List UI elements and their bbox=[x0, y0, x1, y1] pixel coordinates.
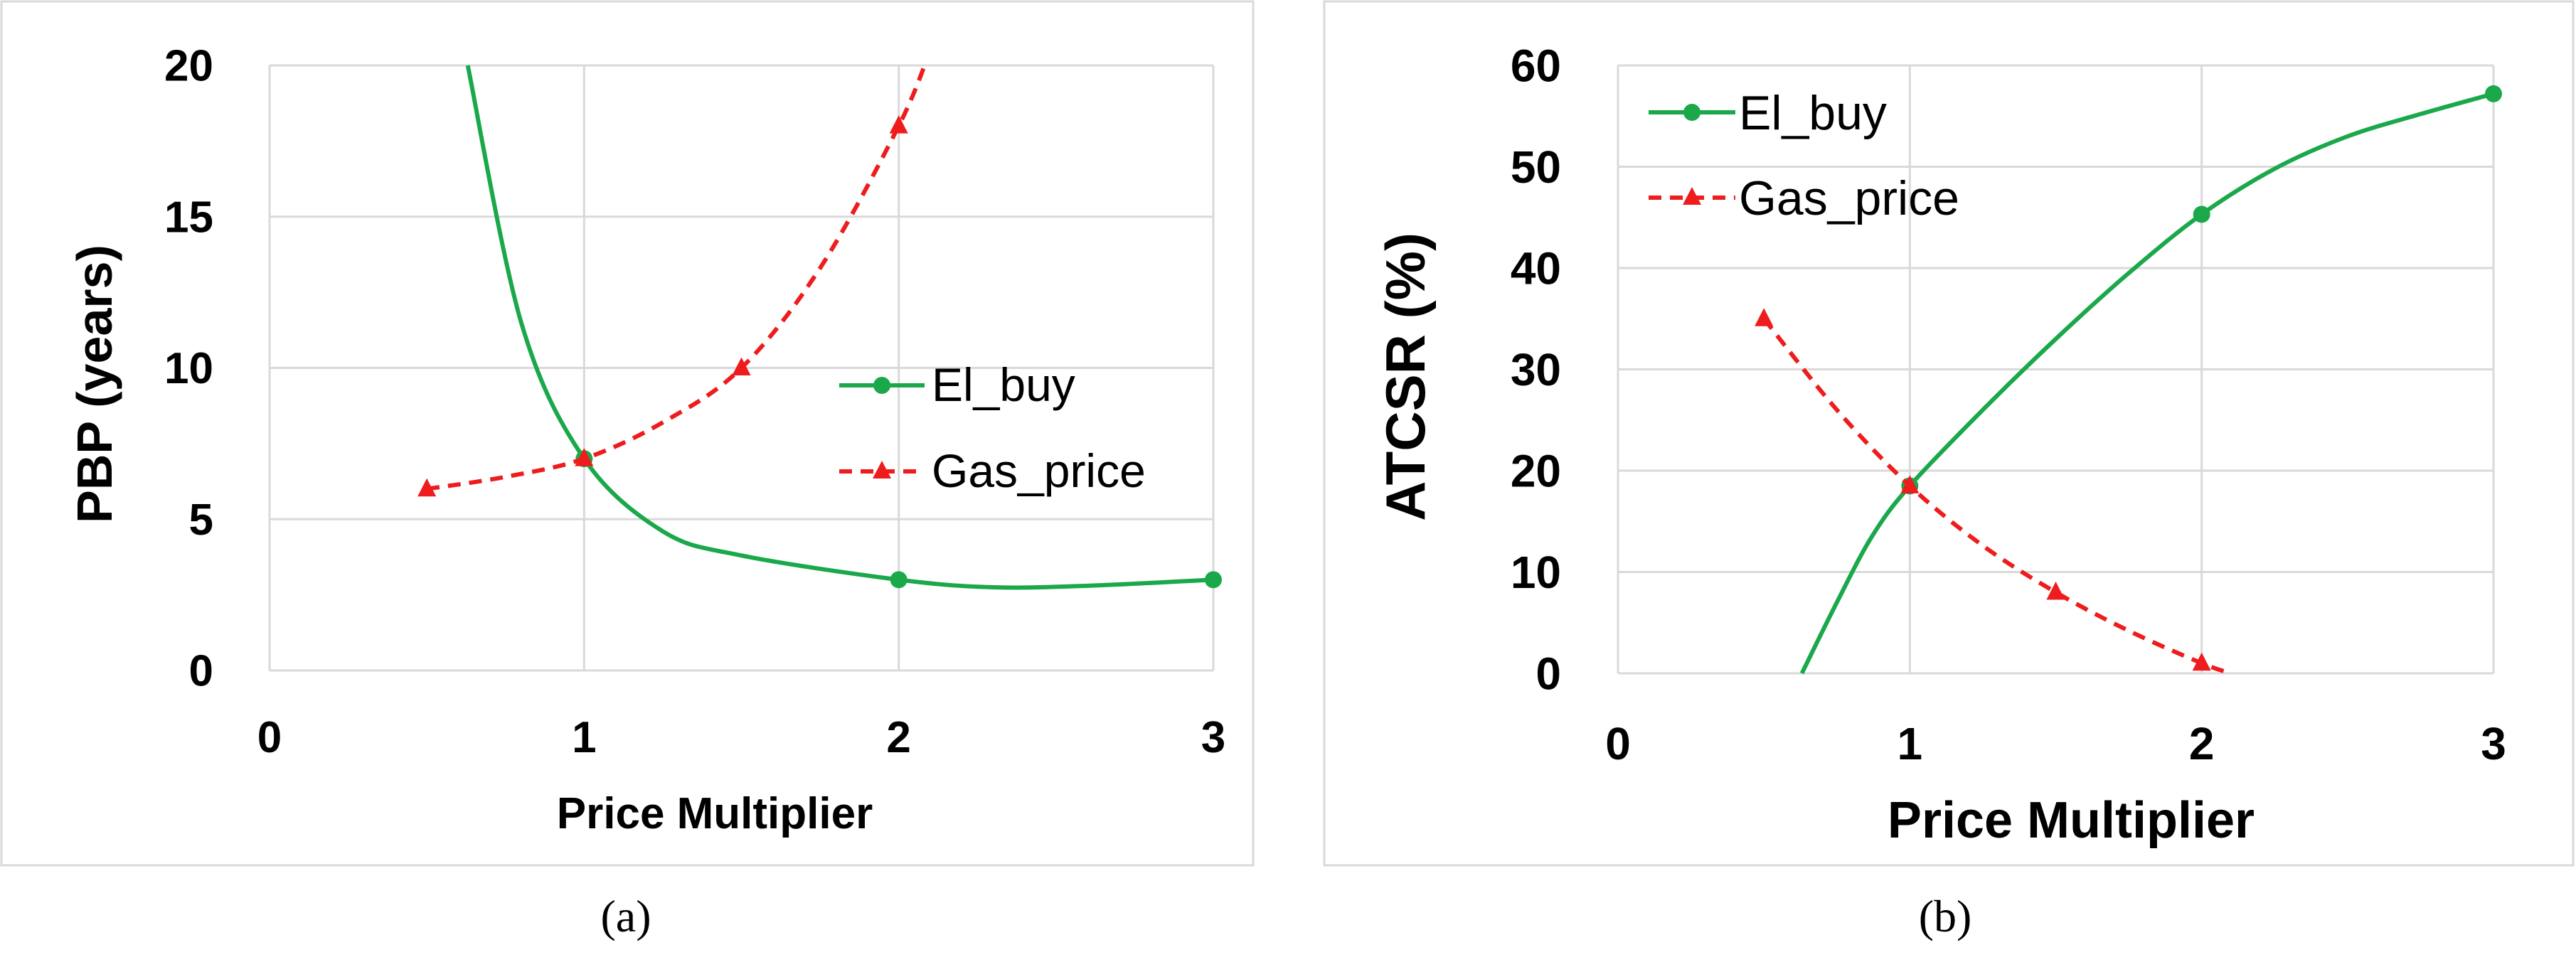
data-point-gas-price bbox=[1900, 475, 1920, 493]
data-point-el-buy bbox=[2193, 205, 2210, 223]
data-point-gas-price bbox=[575, 448, 594, 466]
chart-frame-b bbox=[1323, 0, 2575, 867]
y-axis-title-b: ATCSR (%) bbox=[1374, 232, 1437, 521]
chart-frame-a bbox=[0, 0, 1255, 867]
x-tick-label: 2 bbox=[886, 713, 910, 762]
data-point-gas-price bbox=[889, 115, 908, 134]
y-tick-label: 50 bbox=[1511, 141, 1561, 193]
y-tick-label: 15 bbox=[164, 193, 213, 242]
y-tick-label: 5 bbox=[189, 496, 213, 545]
y-tick-label: 10 bbox=[164, 344, 213, 393]
legend-marker-gas-price-a bbox=[873, 461, 891, 478]
series-layer-b bbox=[1755, 85, 2502, 675]
x-tick-label: 3 bbox=[2481, 718, 2506, 769]
y-tick-label: 0 bbox=[1536, 648, 1561, 699]
legend-b: El_buy Gas_price bbox=[1649, 86, 1959, 225]
data-point-el-buy bbox=[1205, 571, 1222, 589]
tick-labels-b: 0 10 20 30 40 50 60 0 1 2 3 bbox=[1511, 40, 2506, 769]
chart-panel-a: 0 5 10 15 20 0 1 2 3 Price Multiplier PBP (years… bbox=[0, 0, 1255, 941]
legend-label-gas-price-a: Gas_price bbox=[932, 444, 1146, 497]
y-tick-label: 30 bbox=[1511, 344, 1561, 395]
gridlines-b bbox=[1617, 64, 2495, 675]
y-tick-label: 10 bbox=[1511, 547, 1561, 598]
x-tick-label: 1 bbox=[1898, 718, 1923, 769]
tick-labels-a: 0 5 10 15 20 0 1 2 3 bbox=[164, 42, 1225, 762]
data-point-gas-price bbox=[2192, 652, 2211, 671]
y-tick-label: 20 bbox=[164, 42, 213, 91]
x-tick-label: 1 bbox=[572, 713, 596, 762]
legend-marker-gas-price-b bbox=[1683, 187, 1701, 205]
data-point-gas-price bbox=[1755, 308, 1774, 326]
panel-label-b: (b) bbox=[1919, 891, 1972, 941]
series-layer-a bbox=[417, 64, 1222, 590]
y-tick-label: 60 bbox=[1511, 40, 1561, 91]
legend-label-el-buy-b: El_buy bbox=[1739, 86, 1887, 140]
y-tick-label: 40 bbox=[1511, 242, 1561, 294]
data-point-gas-price bbox=[2046, 582, 2065, 600]
data-point-el-buy bbox=[890, 571, 908, 589]
x-tick-label: 2 bbox=[2189, 718, 2215, 769]
chart-panel-b: 0 10 20 30 40 50 60 0 1 2 3 Price Multiplier ATCSR… bbox=[1323, 0, 2575, 941]
series-line-el-buy bbox=[1799, 92, 2494, 675]
y-axis-title-a: PBP (years) bbox=[67, 245, 122, 523]
x-tick-label: 3 bbox=[1201, 713, 1225, 762]
data-point-el-buy bbox=[2485, 85, 2502, 102]
x-axis-title-a: Price Multiplier bbox=[557, 789, 873, 838]
panel-label-a: (a) bbox=[600, 891, 651, 941]
legend-label-el-buy-a: El_buy bbox=[932, 358, 1075, 411]
legend-marker-el-buy-a bbox=[873, 377, 890, 394]
data-point-gas-price bbox=[732, 357, 751, 375]
series-line-gas-price bbox=[1762, 317, 2232, 675]
x-tick-label: 0 bbox=[257, 713, 282, 762]
x-tick-label: 0 bbox=[1605, 718, 1631, 769]
legend-label-gas-price-b: Gas_price bbox=[1739, 171, 1959, 225]
legend-marker-el-buy-b bbox=[1683, 104, 1701, 121]
legend-a: El_buy Gas_price bbox=[839, 358, 1146, 497]
data-point-gas-price bbox=[417, 478, 437, 497]
series-line-el-buy bbox=[465, 65, 1214, 590]
y-tick-label: 0 bbox=[189, 647, 213, 696]
y-tick-label: 20 bbox=[1511, 445, 1561, 496]
series-line-gas-price bbox=[426, 64, 927, 491]
x-axis-title-b: Price Multiplier bbox=[1888, 792, 2255, 849]
